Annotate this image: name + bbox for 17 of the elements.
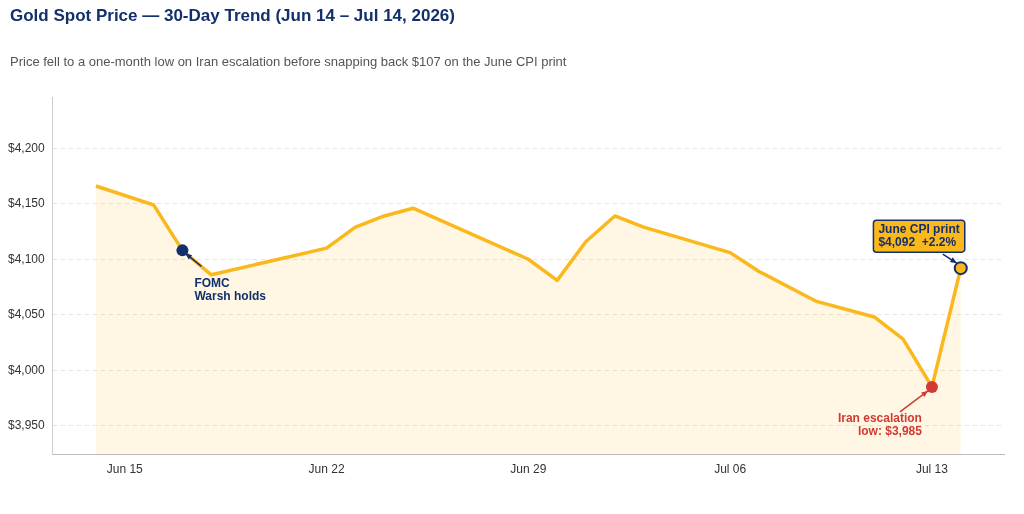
y-tick-label: $4,150: [8, 196, 46, 211]
x-tick-label: Jun 15: [106, 462, 144, 477]
annotation: June CPI print $4,092 +2.2%: [878, 222, 960, 250]
y-tick-label: $4,200: [8, 140, 46, 155]
y-tick-label: $4,100: [8, 251, 46, 266]
annotation: FOMC Warsh holds: [194, 275, 267, 303]
chart-title: Gold Spot Price — 30-Day Trend (Jun 14 – Jul 14, 2026): [10, 6, 455, 26]
y-tick-label: $3,950: [8, 418, 46, 433]
annotation: Iran escalation low: $3,985: [837, 411, 923, 439]
x-tick-label: Jul 06: [714, 462, 747, 477]
x-tick-label: Jun 22: [308, 462, 345, 477]
y-tick-label: $4,050: [8, 307, 46, 322]
y-tick-label: $4,000: [8, 362, 46, 377]
point: [953, 261, 968, 276]
chart-subtitle: Price fell to a one-month low on Iran escalation before snapping back $107 on the June CPI print: [10, 54, 567, 69]
x-tick-label: Jul 13: [915, 462, 949, 477]
x-tick-label: Jun 29: [510, 462, 547, 477]
